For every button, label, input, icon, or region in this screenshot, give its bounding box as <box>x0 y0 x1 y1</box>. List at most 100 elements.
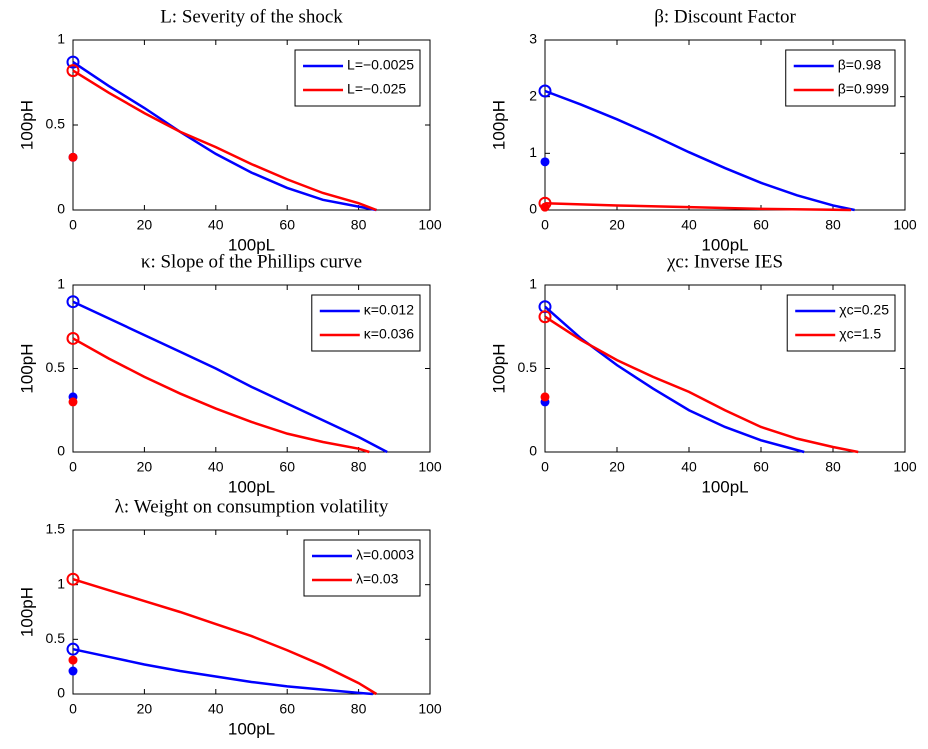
x-axis-label: 100pL <box>228 235 275 254</box>
subplot: 0 20 40 60 80 100 0 0.5 1 1.5 λ: Weight on consump… <box>17 496 441 738</box>
x-tick-label: 80 <box>351 701 367 717</box>
legend-box <box>785 49 896 107</box>
x-tick-label: 100 <box>418 701 442 717</box>
dot-marker <box>68 666 78 676</box>
x-tick-label: 100 <box>893 459 917 475</box>
x-tick-label: 20 <box>137 459 153 475</box>
y-tick-label: 2 <box>529 87 537 103</box>
x-axis-label: 100pL <box>701 477 748 496</box>
y-tick-label: 0.5 <box>46 630 66 646</box>
series-line <box>72 647 373 696</box>
x-tick-label: 60 <box>753 217 769 233</box>
legend-label: κ=0.036 <box>364 326 414 342</box>
x-tick-label: 100 <box>418 217 442 233</box>
x-tick-label: 80 <box>825 459 841 475</box>
x-tick-label: 20 <box>137 701 153 717</box>
start-marker <box>538 84 552 98</box>
legend-label: χc=1.5 <box>839 326 881 342</box>
x-axis-label: 100pL <box>228 719 275 738</box>
x-axis-label: 100pL <box>228 477 275 496</box>
y-axis-label: 100pH <box>489 100 508 150</box>
y-tick-label: 1 <box>529 144 537 160</box>
y-tick-label: 1 <box>57 276 65 292</box>
x-axis-label: 100pL <box>701 235 748 254</box>
y-tick-label: 1 <box>57 575 65 591</box>
x-tick-label: 40 <box>208 459 224 475</box>
x-tick-label: 0 <box>69 217 77 233</box>
y-axis-label: 100pH <box>17 587 36 637</box>
legend-box <box>294 49 421 107</box>
legend-box <box>786 294 896 352</box>
series-line <box>544 315 859 454</box>
dot-marker <box>540 392 550 402</box>
x-tick-label: 40 <box>681 459 697 475</box>
start-marker <box>538 310 552 324</box>
title: β: Discount Factor <box>654 6 796 27</box>
dot-marker <box>68 397 78 407</box>
legend: β=0.98 β=0.999 <box>785 49 896 107</box>
y-tick-label: 1 <box>57 31 65 47</box>
y-tick-label: 0.5 <box>46 359 66 375</box>
x-tick-label: 40 <box>208 217 224 233</box>
legend-label: λ=0.0003 <box>356 547 414 563</box>
title: κ: Slope of the Phillips curve <box>141 251 362 272</box>
title: λ: Weight on consumption volatility <box>115 496 389 517</box>
x-tick-label: 0 <box>541 217 549 233</box>
x-tick-label: 40 <box>681 217 697 233</box>
dot-marker <box>540 202 550 212</box>
y-tick-label: 0 <box>57 443 65 459</box>
x-tick-label: 20 <box>609 459 625 475</box>
title: χc: Inverse IES <box>666 251 783 272</box>
x-tick-label: 0 <box>541 459 549 475</box>
y-tick-label: 0 <box>57 685 65 701</box>
x-tick-label: 60 <box>753 459 769 475</box>
start-marker <box>66 331 80 345</box>
y-axis-label: 100pH <box>489 343 508 393</box>
legend: L=−0.0025 L=−0.025 <box>294 49 421 107</box>
y-tick-label: 3 <box>529 31 537 47</box>
subplot: 0 20 40 60 80 100 0 1 2 3 β: Discount Factor 100pL 1… <box>489 6 916 254</box>
legend-box <box>303 539 421 597</box>
legend-label: L=−0.0025 <box>347 57 414 73</box>
x-tick-label: 80 <box>351 459 367 475</box>
legend-label: β=0.999 <box>838 81 889 97</box>
y-tick-label: 1.5 <box>46 521 66 537</box>
dot-marker <box>540 157 550 167</box>
series-line <box>72 337 370 454</box>
x-tick-label: 100 <box>893 217 917 233</box>
y-tick-label: 0 <box>529 201 537 217</box>
legend: λ=0.0003 λ=0.03 <box>303 539 421 597</box>
start-marker <box>66 572 80 586</box>
legend-label: λ=0.03 <box>356 571 399 587</box>
start-marker <box>66 642 80 656</box>
y-tick-label: 0.5 <box>518 359 538 375</box>
y-axis-label: 100pH <box>17 100 36 150</box>
subplot: 0 20 40 60 80 100 0 0.5 1 κ: Slope of the Phillip… <box>17 251 441 496</box>
legend-label: β=0.98 <box>838 57 882 73</box>
series-line <box>72 61 377 212</box>
x-tick-label: 60 <box>279 217 295 233</box>
x-tick-label: 20 <box>137 217 153 233</box>
subplot: 0 20 40 60 80 100 0 0.5 1 χc: Inverse IES 100pL 100… <box>489 251 916 496</box>
x-tick-label: 80 <box>825 217 841 233</box>
series-line <box>72 578 378 696</box>
start-marker <box>66 55 80 69</box>
start-marker <box>66 295 80 309</box>
x-tick-label: 100 <box>418 459 442 475</box>
x-tick-label: 40 <box>208 701 224 717</box>
series-line <box>544 89 855 212</box>
y-tick-label: 1 <box>529 276 537 292</box>
y-tick-label: 0 <box>529 443 537 459</box>
legend-label: χc=0.25 <box>839 302 889 318</box>
y-tick-label: 0.5 <box>46 116 66 132</box>
x-tick-label: 0 <box>69 459 77 475</box>
legend: χc=0.25 χc=1.5 <box>786 294 896 352</box>
legend-label: L=−0.025 <box>347 81 406 97</box>
x-tick-label: 0 <box>69 701 77 717</box>
x-tick-label: 80 <box>351 217 367 233</box>
title: L: Severity of the shock <box>160 6 343 27</box>
series-line <box>544 201 852 212</box>
subplot: 0 20 40 60 80 100 0 0.5 1 L: Severity of the shoc… <box>17 6 441 254</box>
